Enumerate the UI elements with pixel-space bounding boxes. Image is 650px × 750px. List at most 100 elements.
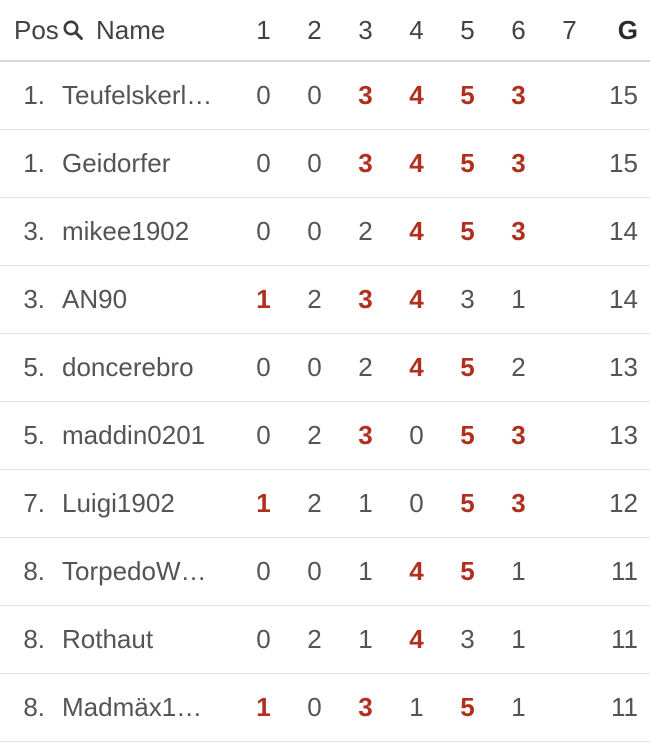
player-name-cell[interactable]: Rothaut xyxy=(62,624,154,654)
round-6-points-cell: 3 xyxy=(511,148,526,178)
round-1-points-cell: 1 xyxy=(256,284,271,314)
column-header-pos: Pos xyxy=(14,14,59,45)
round-3-points-cell: 3 xyxy=(358,692,373,722)
round-2-points-cell: 2 xyxy=(307,420,322,450)
round-4-points-cell: 4 xyxy=(409,284,424,314)
column-header-name-label: Name xyxy=(96,14,166,45)
position-cell: 3. xyxy=(23,284,45,314)
round-5-points-cell: 5 xyxy=(460,488,475,518)
table-row[interactable]: 5. maddin0201 0 2 3 0 5 3 13 xyxy=(0,402,650,470)
round-6-points-cell: 3 xyxy=(511,80,526,110)
player-name-cell[interactable]: TorpedoW… xyxy=(62,556,207,586)
table-row[interactable]: 7. Luigi1902 1 2 1 0 5 3 12 xyxy=(0,470,650,538)
table-row[interactable]: 5. doncerebro 0 0 2 4 5 2 13 xyxy=(0,334,650,402)
round-5-points-cell: 5 xyxy=(460,216,475,246)
total-points-cell: 13 xyxy=(609,352,638,382)
position-cell: 8. xyxy=(23,692,45,722)
round-3-points-cell: 3 xyxy=(358,148,373,178)
round-1-points-cell: 0 xyxy=(256,556,271,586)
position-cell: 5. xyxy=(23,420,45,450)
round-4-points-cell: 4 xyxy=(409,624,424,654)
round-1-points-cell: 0 xyxy=(256,624,271,654)
player-name-cell[interactable]: Teufelskerl… xyxy=(62,80,213,110)
round-6-points-cell: 1 xyxy=(511,556,526,586)
column-header-round-3[interactable]: 3 xyxy=(358,14,373,45)
search-icon[interactable] xyxy=(61,18,85,42)
table-row[interactable]: 8. Rothaut 0 2 1 4 3 1 11 xyxy=(0,606,650,674)
round-5-points-cell: 5 xyxy=(460,352,475,382)
total-points-cell: 13 xyxy=(609,420,638,450)
table-row[interactable]: 3. mikee1902 0 0 2 4 5 3 14 xyxy=(0,198,650,266)
player-name-cell[interactable]: Madmäx1… xyxy=(62,692,203,722)
total-points-cell: 14 xyxy=(609,284,638,314)
round-3-points-cell: 3 xyxy=(358,284,373,314)
total-points-cell: 11 xyxy=(611,624,638,654)
round-3-points-cell: 1 xyxy=(358,624,373,654)
round-4-points-cell: 4 xyxy=(409,80,424,110)
player-name-cell[interactable]: mikee1902 xyxy=(62,216,190,246)
player-name-cell[interactable]: Luigi1902 xyxy=(62,488,175,518)
round-2-points-cell: 2 xyxy=(307,284,322,314)
round-4-points-cell: 4 xyxy=(409,556,424,586)
round-2-points-cell: 0 xyxy=(307,216,322,246)
round-6-points-cell: 1 xyxy=(511,624,526,654)
round-1-points-cell: 0 xyxy=(256,80,271,110)
round-3-points-cell: 3 xyxy=(358,420,373,450)
column-header-round-4[interactable]: 4 xyxy=(409,14,424,45)
column-header-round-5[interactable]: 5 xyxy=(460,14,475,45)
round-2-points-cell: 2 xyxy=(307,624,322,654)
position-cell: 5. xyxy=(23,352,45,382)
player-name-cell[interactable]: doncerebro xyxy=(62,352,194,382)
total-points-cell: 14 xyxy=(609,216,638,246)
round-5-points-cell: 5 xyxy=(460,556,475,586)
column-header-round-7[interactable]: 7 xyxy=(562,14,577,45)
round-1-points-cell: 0 xyxy=(256,352,271,382)
round-3-points-cell: 1 xyxy=(358,488,373,518)
round-1-points-cell: 1 xyxy=(256,488,271,518)
column-header-round-1[interactable]: 1 xyxy=(256,14,271,45)
round-5-points-cell: 5 xyxy=(460,692,475,722)
round-6-points-cell: 2 xyxy=(511,352,526,382)
player-name-cell[interactable]: AN90 xyxy=(62,284,128,314)
round-3-points-cell: 1 xyxy=(358,556,373,586)
player-name-cell[interactable]: maddin0201 xyxy=(62,420,206,450)
round-5-points-cell: 3 xyxy=(460,624,475,654)
total-points-cell: 15 xyxy=(609,80,638,110)
column-header-name: Name xyxy=(48,15,238,46)
table-row[interactable]: 8. TorpedoW… 0 0 1 4 5 1 11 xyxy=(0,538,650,606)
column-header-round-2[interactable]: 2 xyxy=(307,14,322,45)
column-header-total[interactable]: G xyxy=(617,14,638,45)
round-4-points-cell: 4 xyxy=(409,148,424,178)
position-cell: 7. xyxy=(23,488,45,518)
table-row[interactable]: 1. Teufelskerl… 0 0 3 4 5 3 15 xyxy=(0,62,650,130)
round-6-points-cell: 1 xyxy=(511,692,526,722)
round-2-points-cell: 0 xyxy=(307,556,322,586)
round-6-points-cell: 3 xyxy=(511,216,526,246)
position-cell: 1. xyxy=(23,80,45,110)
total-points-cell: 11 xyxy=(611,556,638,586)
round-6-points-cell: 1 xyxy=(511,284,526,314)
total-points-cell: 11 xyxy=(611,692,638,722)
round-2-points-cell: 0 xyxy=(307,352,322,382)
position-cell: 1. xyxy=(23,148,45,178)
table-row[interactable]: 3. AN90 1 2 3 4 3 1 14 xyxy=(0,266,650,334)
table-row[interactable]: 1. Geidorfer 0 0 3 4 5 3 15 xyxy=(0,130,650,198)
round-5-points-cell: 3 xyxy=(460,284,475,314)
table-row[interactable]: 8. Madmäx1… 1 0 3 1 5 1 11 xyxy=(0,674,650,742)
round-1-points-cell: 0 xyxy=(256,420,271,450)
round-6-points-cell: 3 xyxy=(511,488,526,518)
column-header-round-6[interactable]: 6 xyxy=(511,14,526,45)
round-5-points-cell: 5 xyxy=(460,148,475,178)
player-name-cell[interactable]: Geidorfer xyxy=(62,148,171,178)
round-2-points-cell: 2 xyxy=(307,488,322,518)
round-5-points-cell: 5 xyxy=(460,420,475,450)
round-4-points-cell: 0 xyxy=(409,420,424,450)
round-6-points-cell: 3 xyxy=(511,420,526,450)
round-4-points-cell: 4 xyxy=(409,216,424,246)
position-cell: 8. xyxy=(23,624,45,654)
round-3-points-cell: 2 xyxy=(358,352,373,382)
round-1-points-cell: 0 xyxy=(256,148,271,178)
round-4-points-cell: 1 xyxy=(409,692,424,722)
